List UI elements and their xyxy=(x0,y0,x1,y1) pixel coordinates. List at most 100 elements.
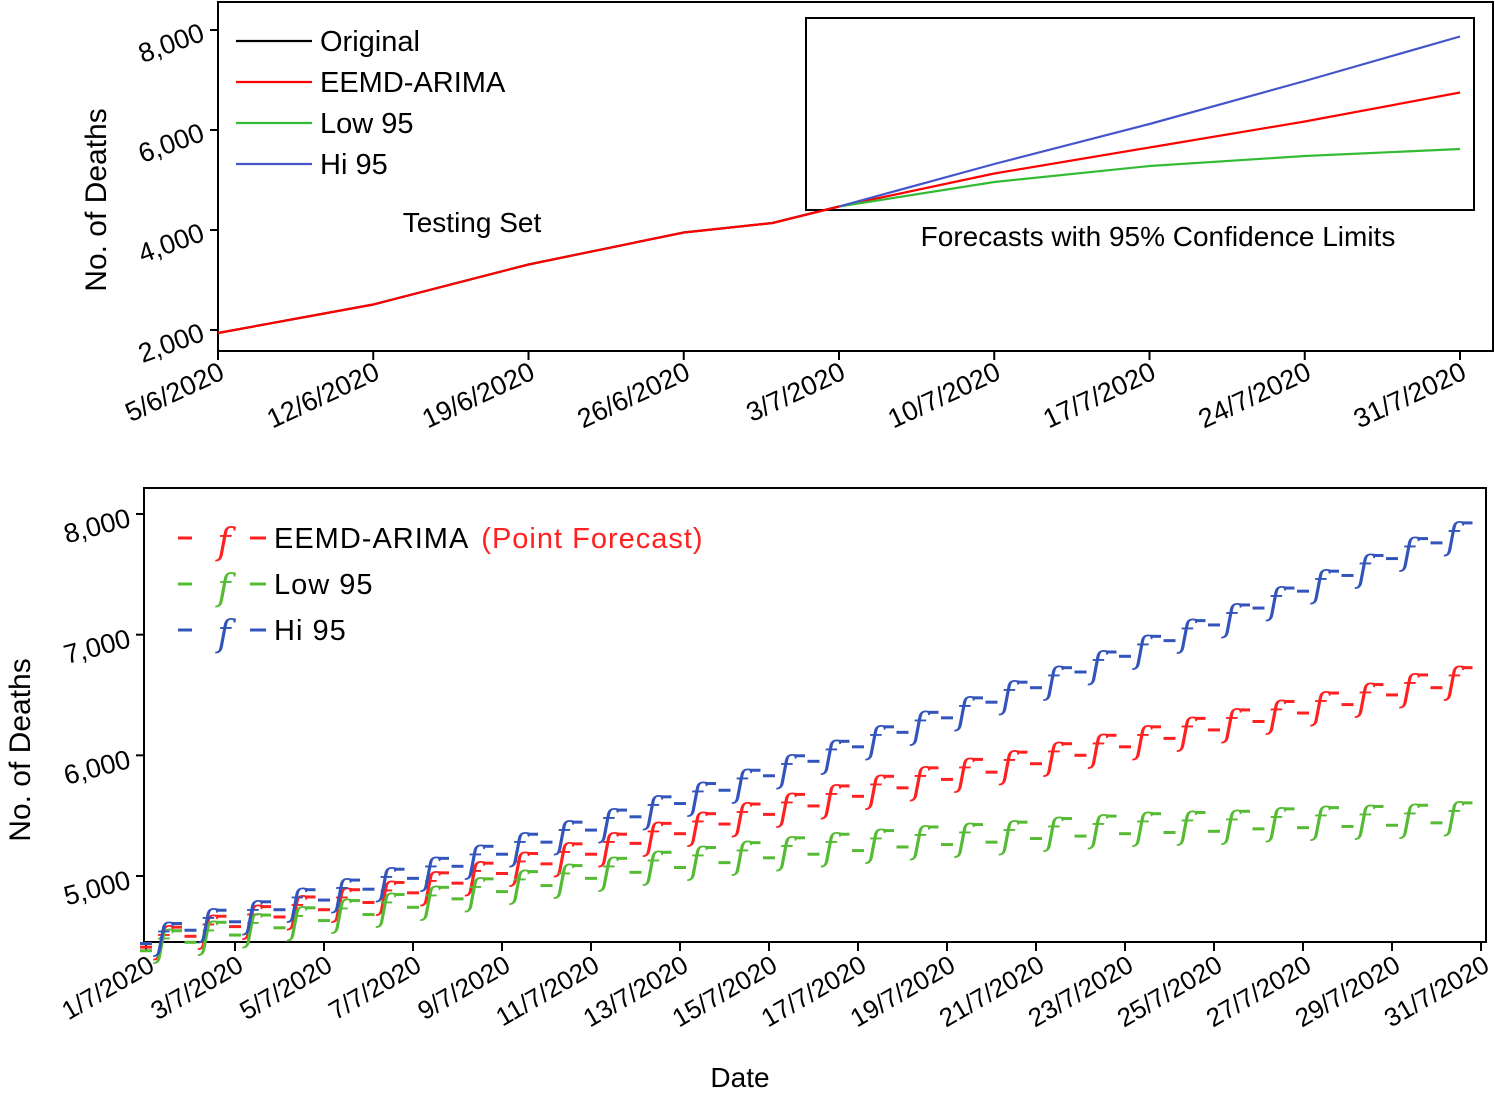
mark-glyph: f xyxy=(1265,582,1287,623)
mark-glyph: f xyxy=(686,841,708,882)
legend-label-hi-95: Hi 95 xyxy=(320,149,388,181)
forecast-mark-low-95: f xyxy=(1074,810,1117,851)
mark-glyph: f xyxy=(1087,729,1109,770)
top-y-axis: 2,000 4,000 6,000 8,000 xyxy=(134,17,218,369)
legend-label-low-95: Low 95 xyxy=(320,108,414,140)
mark-glyph: f xyxy=(820,828,842,869)
legend-label-original: Original xyxy=(320,26,420,58)
mark-glyph: f xyxy=(998,676,1020,717)
legend-point-forecast-note: (Point Forecast) xyxy=(481,523,703,555)
mark-glyph: f xyxy=(1265,695,1287,736)
x-tick-label: 1/7/2020 xyxy=(56,949,159,1026)
legend-glyph-eemd-arima: f xyxy=(214,522,236,563)
mark-glyph: f xyxy=(597,804,619,845)
mark-glyph: f xyxy=(197,904,219,945)
series-line-eemd-arima xyxy=(217,91,1461,335)
mark-glyph: f xyxy=(375,863,397,904)
series-line-low-95 xyxy=(838,147,1461,208)
bottom-y-axis: 5,000 6,000 7,000 8,000 xyxy=(61,503,144,911)
forecast-mark-eemd-arima: f xyxy=(1163,712,1206,753)
y-tick-label: 6,000 xyxy=(61,744,134,790)
forecast-mark-eemd-arima: f xyxy=(1074,729,1117,770)
legend-glyph-low-95: f xyxy=(214,568,236,609)
forecast-mark-low-95: f xyxy=(1297,802,1339,843)
mark-glyph: f xyxy=(775,832,797,873)
top-plot-frame xyxy=(217,1,1494,352)
mark-glyph: f xyxy=(1309,687,1331,728)
mark-glyph: f xyxy=(1398,799,1420,840)
mark-glyph: f xyxy=(1042,662,1064,703)
y-tick-label: 4,000 xyxy=(134,217,208,268)
forecast-mark-eemd-arima: f xyxy=(852,770,894,811)
forecast-box xyxy=(805,17,1475,211)
forecast-mark-hi-95: f xyxy=(585,804,627,845)
forecast-mark-hi-95: f xyxy=(1297,565,1339,606)
x-tick-label: 5/7/2020 xyxy=(234,949,337,1026)
forecast-mark-low-95: f xyxy=(540,860,583,901)
mark-glyph: f xyxy=(553,860,575,901)
mark-glyph: f xyxy=(686,778,708,819)
mark-glyph: f xyxy=(241,896,263,937)
mark-glyph: f xyxy=(1443,662,1465,703)
mark-glyph: f xyxy=(820,735,842,776)
top-series-group xyxy=(217,35,1461,335)
forecast-mark-low-95: f xyxy=(1208,805,1250,846)
forecast-mark-hi-95: f xyxy=(1341,549,1384,590)
legend-label-eemd-arima: EEMD-ARIMA xyxy=(320,67,506,99)
x-tick-label: 7/7/2020 xyxy=(323,949,426,1026)
mark-glyph: f xyxy=(1354,679,1376,720)
forecast-mark-hi-95: f xyxy=(496,828,538,869)
forecast-mark-low-95: f xyxy=(1119,808,1161,849)
forecast-limits-label: Forecasts with 95% Confidence Limits xyxy=(921,221,1396,252)
mark-glyph: f xyxy=(1265,803,1287,844)
y-tick-label: 5,000 xyxy=(61,865,134,911)
legend-label-low-95: Low 95 xyxy=(274,569,374,601)
mark-glyph: f xyxy=(775,788,797,829)
mark-glyph: f xyxy=(953,753,975,794)
mark-glyph: f xyxy=(464,840,486,881)
x-tick-label: 19/6/2020 xyxy=(417,356,539,434)
mark-glyph: f xyxy=(1220,704,1242,745)
forecast-mark-low-95: f xyxy=(1252,803,1295,844)
mark-glyph: f xyxy=(286,884,308,925)
mark-glyph: f xyxy=(1398,669,1420,710)
forecast-mark-low-95: f xyxy=(985,816,1028,857)
y-tick-label: 6,000 xyxy=(134,117,208,168)
mark-glyph: f xyxy=(642,846,664,887)
forecast-mark-low-95: f xyxy=(629,846,672,887)
mark-glyph: f xyxy=(1131,808,1153,849)
y-tick-label: 7,000 xyxy=(61,623,134,669)
bottom-legend: f EEMD-ARIMA (Point Forecast) f Low 95 f Hi 95 xyxy=(178,522,703,655)
mark-glyph: f xyxy=(731,764,753,805)
mark-glyph: f xyxy=(1042,738,1064,779)
testing-set-label: Testing Set xyxy=(403,207,542,238)
x-tick-label: 3/7/2020 xyxy=(742,356,850,428)
mark-glyph: f xyxy=(1176,806,1198,847)
mark-glyph: f xyxy=(642,791,664,832)
forecast-mark-hi-95: f xyxy=(985,676,1028,717)
forecast-mark-hi-95: f xyxy=(1119,630,1161,671)
forecast-mark-hi-95: f xyxy=(140,918,182,959)
forecast-mark-eemd-arima: f xyxy=(1252,695,1295,736)
forecast-mark-eemd-arima: f xyxy=(985,746,1028,787)
bottom-chart: 5,000 6,000 7,000 8,000 1/7/20203/7/20205/7… xyxy=(4,487,1494,1093)
mark-glyph: f xyxy=(1042,813,1064,854)
forecast-mark-low-95: f xyxy=(852,825,894,866)
forecast-mark-eemd-arima: f xyxy=(1208,704,1250,745)
mark-glyph: f xyxy=(508,828,530,869)
forecast-mark-low-95: f xyxy=(763,832,805,873)
mark-glyph: f xyxy=(864,770,886,811)
mark-glyph: f xyxy=(1354,549,1376,590)
forecast-mark-hi-95: f xyxy=(273,884,316,925)
forecast-mark-low-95: f xyxy=(896,821,939,862)
forecast-mark-hi-95: f xyxy=(807,735,850,776)
mark-glyph: f xyxy=(1443,517,1465,558)
mark-glyph: f xyxy=(1398,533,1420,574)
forecast-mark-eemd-arima: f xyxy=(763,788,805,829)
forecast-mark-eemd-arima: f xyxy=(1341,679,1384,720)
forecast-mark-eemd-arima: f xyxy=(1386,669,1428,710)
x-tick-label: 17/7/2020 xyxy=(1038,356,1160,434)
mark-glyph: f xyxy=(1131,721,1153,762)
mark-glyph: f xyxy=(597,852,619,893)
